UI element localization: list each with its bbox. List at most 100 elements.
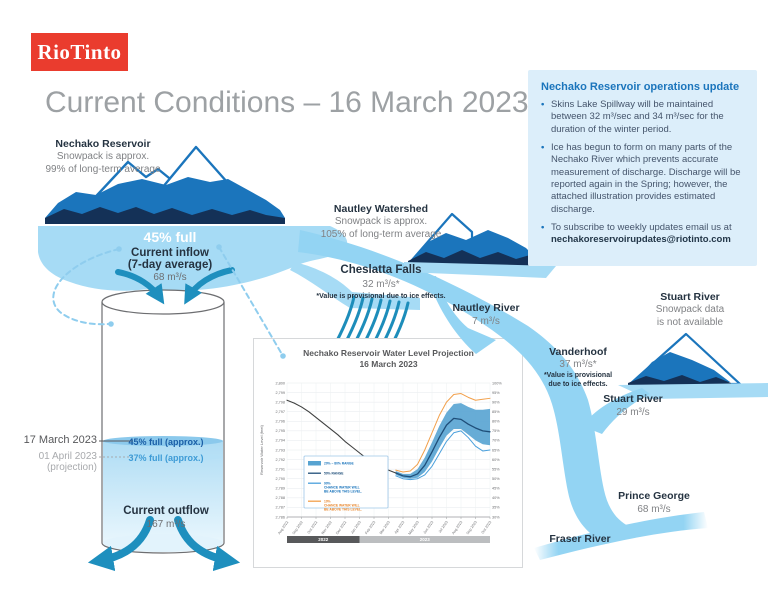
tank-water	[103, 441, 223, 543]
stuart-river-ribbon	[618, 383, 768, 399]
svg-text:35%: 35%	[492, 506, 500, 510]
reservoir-water-blob	[38, 226, 348, 291]
svg-text:80%: 80%	[492, 420, 500, 424]
chart-grid: 2,800 100% 2,799 95% 2,798 90% 2,797 85% 2,796 80…	[275, 381, 502, 535]
stuart-mountain	[628, 332, 742, 389]
chart-series-3	[395, 393, 491, 473]
svg-text:CHANCE WATER WILL: CHANCE WATER WILL	[324, 504, 360, 508]
inflow-arrows	[115, 267, 235, 305]
update-bullet-spillway: Skins Lake Spillway will be maintained b…	[541, 99, 744, 136]
svg-text:2,790: 2,790	[275, 477, 285, 481]
svg-text:Aug 2023: Aug 2023	[451, 520, 463, 535]
svg-text:10%: 10%	[324, 500, 331, 504]
svg-text:2,791: 2,791	[275, 467, 285, 471]
svg-text:90%: 90%	[324, 482, 331, 486]
chart-series-2	[395, 430, 491, 481]
svg-text:60%: 60%	[492, 458, 500, 462]
current-inflow-value: 68 m³/s	[153, 272, 187, 283]
water-level-37-band	[103, 453, 223, 461]
svg-text:Apr 2023: Apr 2023	[394, 520, 406, 534]
svg-text:70%: 70%	[492, 439, 500, 443]
page-title: Current Conditions – 16 March 2023	[45, 86, 529, 119]
svg-text:Jan 2023: Jan 2023	[350, 520, 362, 534]
svg-text:75%: 75%	[492, 429, 500, 433]
nechako-reservoir-label: Nechako Reservoir	[55, 138, 151, 150]
current-outflow-title: Current outflow	[123, 505, 209, 517]
svg-text:45%: 45%	[492, 487, 500, 491]
fraser-river-label: Fraser River	[549, 533, 611, 545]
tank-level-current: 45% full (approx.)	[128, 437, 204, 447]
svg-text:Mar 2023: Mar 2023	[379, 520, 391, 535]
vanderhoof-value: 37 m³/s*	[559, 359, 597, 370]
nautley-snowpack-line2: 105% of long-term average	[320, 229, 442, 240]
stuart-snowpack-line2: is not available	[656, 317, 724, 328]
svg-text:85%: 85%	[492, 410, 500, 414]
svg-text:2,797: 2,797	[275, 410, 285, 414]
svg-text:2,793: 2,793	[275, 448, 285, 452]
stuart-snowpack-line1: Snowpack data	[655, 304, 725, 315]
cheslatta-falls-value: 32 m³/s*	[362, 279, 400, 290]
nechako-snowpack-line2: 99% of long-term average	[45, 164, 161, 175]
tank-projection-tag: (projection)	[46, 462, 97, 473]
svg-text:BE ABOVE THIS LEVEL.: BE ABOVE THIS LEVEL.	[324, 490, 362, 494]
dashed-connector-tank	[52, 246, 122, 327]
chart-title: Nechako Reservoir Water Level Projection	[303, 348, 474, 358]
vanderhoof-note-line1: *Value is provisional	[543, 372, 613, 379]
svg-text:Feb 2023: Feb 2023	[364, 520, 376, 535]
reservoir-tank	[99, 289, 225, 554]
svg-text:2,788: 2,788	[275, 496, 285, 500]
update-panel-bullets: Skins Lake Spillway will be maintained b…	[541, 99, 744, 247]
stuart-river-label: Stuart River	[603, 393, 663, 405]
current-outflow-value: 167 m³/s	[146, 519, 186, 530]
svg-text:90%: 90%	[492, 400, 500, 404]
svg-text:2,789: 2,789	[275, 487, 285, 491]
svg-text:May 2023: May 2023	[407, 520, 419, 535]
svg-text:Dec 2022: Dec 2022	[335, 520, 347, 535]
svg-text:95%: 95%	[492, 391, 500, 395]
svg-text:2,796: 2,796	[275, 420, 285, 424]
cheslatta-provisional-note: *Value is provisional due to ice effects…	[316, 293, 446, 300]
stuart-snowpack-label: Stuart River	[660, 291, 720, 303]
outflow-arrows	[87, 516, 241, 572]
riotinto-logo-text: RioTinto	[37, 39, 122, 64]
nautley-snowpack-line1: Snowpack is approx.	[334, 216, 428, 227]
svg-text:50% RANGE: 50% RANGE	[324, 472, 344, 476]
stuart-river-funnel	[582, 388, 650, 434]
svg-text:65%: 65%	[492, 448, 500, 452]
nechako-mountain	[45, 145, 285, 224]
chart-series-0	[286, 399, 397, 474]
nautley-watershed-label: Nautley Watershed	[333, 203, 429, 215]
tank-level-projection: 37% full (approx.)	[128, 453, 204, 463]
operations-update-panel: Nechako Reservoir operations update Skin…	[528, 70, 757, 266]
riotinto-logo: RioTinto	[31, 33, 128, 71]
fraser-river-ribbon	[534, 512, 708, 560]
svg-text:2022: 2022	[318, 537, 329, 542]
chart-ylabel: Reservoir Water Level (feet)	[259, 424, 264, 475]
svg-text:100%: 100%	[492, 381, 502, 385]
current-inflow-title: Current inflow	[131, 247, 209, 259]
nautley-river-value: 7 m³/s	[472, 316, 500, 327]
svg-text:Oct 2022: Oct 2022	[307, 520, 319, 534]
svg-text:2,792: 2,792	[275, 458, 285, 462]
tank-date-projection: 01 April 2023	[38, 451, 97, 462]
chart-band-20-80	[395, 403, 490, 479]
svg-text:Jun 2023: Jun 2023	[423, 520, 435, 534]
svg-text:Oct 2023: Oct 2023	[481, 520, 493, 534]
chart-subtitle: 16 March 2023	[359, 359, 417, 369]
svg-text:2,794: 2,794	[275, 439, 285, 443]
water-level-projection-chart: 2,800 100% 2,799 95% 2,798 90% 2,797 85% 2,796 80…	[253, 338, 523, 568]
svg-text:2023: 2023	[420, 537, 431, 542]
stuart-river-value: 29 m³/s	[616, 407, 650, 418]
svg-text:20% – 80% RANGE: 20% – 80% RANGE	[324, 462, 354, 466]
nautley-river-label: Nautley River	[452, 302, 520, 314]
year-band-2022	[287, 536, 360, 543]
svg-text:40%: 40%	[492, 496, 500, 500]
svg-text:Aug 2022: Aug 2022	[277, 520, 289, 535]
svg-text:BE ABOVE THIS LEVEL.: BE ABOVE THIS LEVEL.	[324, 508, 362, 512]
svg-text:2,787: 2,787	[275, 506, 285, 510]
svg-text:55%: 55%	[492, 467, 500, 471]
update-panel-title: Nechako Reservoir operations update	[541, 81, 740, 93]
svg-text:Sep 2022: Sep 2022	[292, 520, 304, 535]
svg-text:30%: 30%	[492, 515, 500, 519]
svg-text:2,786: 2,786	[275, 515, 285, 519]
